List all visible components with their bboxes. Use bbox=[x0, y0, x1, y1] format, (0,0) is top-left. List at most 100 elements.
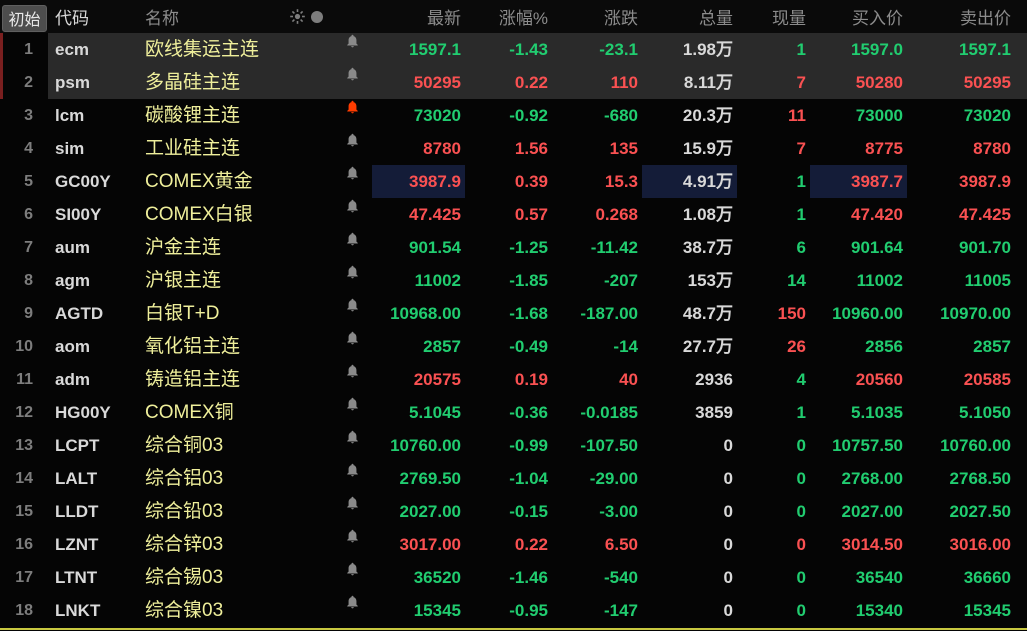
cell-chg: -147 bbox=[603, 601, 638, 620]
cell-chg: -23.1 bbox=[552, 33, 642, 66]
bell-cell[interactable] bbox=[290, 330, 372, 363]
cell-cur: 1 bbox=[796, 205, 806, 224]
quote-row[interactable]: 5 GC00Y COMEX黄金 3987.9 0.39 15.3 4.91万 1 3987.7 3… bbox=[0, 165, 1027, 198]
cell-vol: 38.7万 bbox=[682, 238, 733, 257]
quote-row[interactable]: 13 LCPT 综合铜03 10760.00 -0.99 -107.50 0 0 10757.5… bbox=[0, 429, 1027, 462]
cell-name: 综合铜03 bbox=[145, 435, 224, 456]
cell-latest: 5.1045 bbox=[409, 403, 461, 422]
cell-cur: 0 bbox=[796, 502, 806, 521]
bell-cell[interactable] bbox=[290, 561, 372, 594]
cell-chg: -107.50 bbox=[580, 436, 638, 455]
row-index: 12 bbox=[15, 404, 33, 421]
bell-cell[interactable] bbox=[290, 264, 372, 297]
cell-pct: 0.39 bbox=[514, 172, 548, 191]
bell-cell[interactable] bbox=[290, 33, 372, 66]
column-header-buy[interactable]: 买入价 bbox=[852, 9, 903, 28]
column-header-chg[interactable]: 涨跌 bbox=[604, 9, 638, 28]
bell-cell[interactable] bbox=[290, 528, 372, 561]
cell-pct: 0.22 bbox=[465, 66, 552, 99]
cell-code: aum bbox=[55, 238, 90, 257]
quote-row[interactable]: 15 LLDT 综合铅03 2027.00 -0.15 -3.00 0 0 2027.00 202… bbox=[0, 495, 1027, 528]
quote-row[interactable]: 9 AGTD 白银T+D 10968.00 -1.68 -187.00 48.7万 150 10… bbox=[0, 297, 1027, 330]
cell-buy: 901.64 bbox=[851, 238, 903, 257]
cell-name: COMEX黄金 bbox=[145, 171, 253, 192]
quote-row[interactable]: 1 ecm 欧线集运主连 1597.1 -1.43 -23.1 1.98万 1 1597.0 15… bbox=[0, 33, 1027, 66]
cell-chg: 40 bbox=[619, 370, 638, 389]
bell-cell[interactable] bbox=[290, 429, 372, 462]
column-header-name[interactable]: 名称 bbox=[145, 9, 179, 28]
quote-row[interactable]: 14 LALT 综合铝03 2769.50 -1.04 -29.00 0 0 2768.00 27… bbox=[0, 462, 1027, 495]
quote-row[interactable]: 6 SI00Y COMEX白银 47.425 0.57 0.268 1.08万 1 47.420… bbox=[0, 198, 1027, 231]
cell-code: psm bbox=[48, 66, 140, 99]
cell-pct: -1.25 bbox=[509, 238, 548, 257]
cell-sell: 36660 bbox=[963, 568, 1011, 587]
bell-cell[interactable] bbox=[290, 495, 372, 528]
quote-row[interactable]: 11 adm 铸造铝主连 20575 0.19 40 2936 4 20560 20585 bbox=[0, 363, 1027, 396]
quote-row[interactable]: 3 lcm 碳酸锂主连 73020 -0.92 -680 20.3万 11 73000 73020 bbox=[0, 99, 1027, 132]
cell-latest: 11002 bbox=[414, 271, 461, 290]
cell-name: COMEX铜 bbox=[145, 402, 234, 423]
quote-row[interactable]: 7 aum 沪金主连 901.54 -1.25 -11.42 38.7万 6 901.64 901… bbox=[0, 231, 1027, 264]
bell-cell[interactable] bbox=[290, 462, 372, 495]
column-header-pct[interactable]: 涨幅% bbox=[498, 9, 548, 28]
bell-cell[interactable] bbox=[290, 396, 372, 429]
column-header-cur[interactable]: 现量 bbox=[772, 9, 806, 28]
quote-row[interactable]: 4 sim 工业硅主连 8780 1.56 135 15.9万 7 8775 8780 bbox=[0, 132, 1027, 165]
cell-sell: 3016.00 bbox=[949, 535, 1011, 554]
bell-cell[interactable] bbox=[290, 363, 372, 396]
cell-latest: 73020 bbox=[413, 106, 461, 125]
cell-code: HG00Y bbox=[55, 403, 111, 422]
cell-name: 综合铝03 bbox=[145, 468, 224, 489]
bell-icon bbox=[347, 232, 358, 246]
bell-icon bbox=[347, 463, 358, 477]
quote-row[interactable]: 17 LTNT 综合锡03 36520 -1.46 -540 0 0 36540 36660 bbox=[0, 561, 1027, 594]
row-index: 7 bbox=[24, 239, 33, 256]
cell-code: ecm bbox=[48, 33, 140, 66]
column-header-code[interactable]: 代码 bbox=[55, 9, 89, 28]
bell-cell[interactable] bbox=[290, 231, 372, 264]
quote-row[interactable]: 8 agm 沪银主连 11002 -1.85 -207 153万 14 11002 11005 bbox=[0, 264, 1027, 297]
cell-latest: 3017.00 bbox=[399, 535, 461, 554]
cell-buy: 2027.00 bbox=[841, 502, 903, 521]
cell-latest: 10760.00 bbox=[390, 436, 461, 455]
bell-cell[interactable] bbox=[290, 594, 372, 627]
bell-cell[interactable] bbox=[290, 132, 372, 165]
cell-buy: 8775 bbox=[865, 139, 903, 158]
cell-vol: 0 bbox=[723, 469, 733, 488]
bell-icon bbox=[347, 562, 358, 576]
cell-cur: 0 bbox=[796, 469, 806, 488]
quote-row[interactable]: 2 psm 多晶硅主连 50295 0.22 110 8.11万 7 50280 50295 bbox=[0, 66, 1027, 99]
row-index: 4 bbox=[24, 140, 33, 157]
bell-cell[interactable] bbox=[290, 66, 372, 99]
cell-pct: -0.92 bbox=[509, 106, 548, 125]
cell-vol: 8.11万 bbox=[642, 66, 737, 99]
bell-cell[interactable] bbox=[290, 297, 372, 330]
initial-sort-button[interactable]: 初始 bbox=[2, 4, 47, 32]
cell-buy: 47.420 bbox=[851, 205, 903, 224]
alert-bell-icon bbox=[347, 100, 358, 114]
bell-cell[interactable] bbox=[290, 165, 372, 198]
column-header-alert[interactable] bbox=[290, 9, 372, 24]
cell-latest: 8780 bbox=[423, 139, 461, 158]
cell-sell: 11005 bbox=[964, 271, 1011, 290]
quote-row[interactable]: 12 HG00Y COMEX铜 5.1045 -0.36 -0.0185 3859 1 5.10… bbox=[0, 396, 1027, 429]
left-marker-strip bbox=[0, 33, 3, 99]
column-header-vol[interactable]: 总量 bbox=[699, 9, 733, 28]
bell-cell[interactable] bbox=[290, 198, 372, 231]
column-header-sell[interactable]: 卖出价 bbox=[960, 9, 1011, 28]
bell-icon bbox=[347, 397, 358, 411]
quote-row[interactable]: 18 LNKT 综合镍03 15345 -0.95 -147 0 0 15340 15345 bbox=[0, 594, 1027, 627]
quote-row[interactable]: 16 LZNT 综合锌03 3017.00 0.22 6.50 0 0 3014.50 3016.… bbox=[0, 528, 1027, 561]
bell-icon bbox=[347, 67, 358, 81]
cell-code: LCPT bbox=[55, 436, 100, 455]
column-header-latest[interactable]: 最新 bbox=[427, 9, 461, 28]
cell-sell: 901.70 bbox=[959, 238, 1011, 257]
row-index: 1 bbox=[24, 41, 33, 58]
bell-icon bbox=[347, 133, 358, 147]
cell-buy: 2768.00 bbox=[841, 469, 903, 488]
cell-buy: 5.1035 bbox=[851, 403, 903, 422]
bell-cell[interactable] bbox=[290, 99, 372, 132]
quote-row[interactable]: 10 aom 氧化铝主连 2857 -0.49 -14 27.7万 26 2856 2857 bbox=[0, 330, 1027, 363]
cell-name: 工业硅主连 bbox=[145, 138, 241, 159]
cell-latest: 3987.9 bbox=[372, 165, 465, 198]
